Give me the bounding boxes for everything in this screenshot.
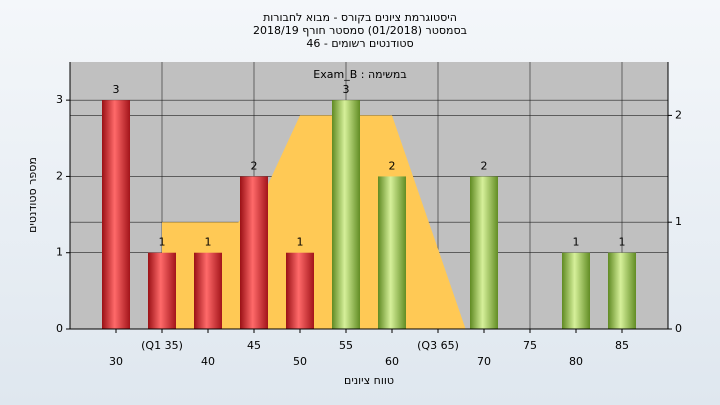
title: סטודנטים רשומים - 46: [306, 37, 413, 50]
data-label: 1: [159, 236, 166, 249]
y2-tick-label: 1: [675, 215, 682, 228]
y-tick-label: 2: [56, 169, 63, 182]
bar: [562, 252, 590, 329]
x-tick-label: (Q3 65): [417, 339, 459, 352]
annotation: במשימה : Exam_B: [313, 68, 406, 81]
bar: [240, 176, 268, 329]
title: היסטוגרמת ציונים בקורס - מבוא לחבורות: [263, 11, 457, 24]
data-label: 3: [343, 83, 350, 96]
x-tick-label: 85: [615, 339, 629, 352]
x-tick-label: 60: [385, 355, 399, 368]
x-tick-label: 30: [109, 355, 123, 368]
data-label: 3: [113, 83, 120, 96]
bar: [194, 252, 222, 329]
title: בסמסטר (01/2018) סמסטר חורף 2018/19: [253, 24, 467, 37]
x-tick-label: 45: [247, 339, 261, 352]
y-tick-label: 3: [56, 93, 63, 106]
y2-tick-label: 2: [675, 108, 682, 121]
bar: [102, 100, 130, 330]
x-tick-label: (Q1 35): [141, 339, 183, 352]
data-label: 1: [573, 236, 580, 249]
bar: [148, 252, 176, 329]
x-tick-label: 70: [477, 355, 491, 368]
x-tick-label: 50: [293, 355, 307, 368]
y-tick-label: 0: [56, 322, 63, 335]
data-label: 1: [619, 236, 626, 249]
data-label: 1: [297, 236, 304, 249]
bar: [608, 252, 636, 329]
data-label: 2: [481, 159, 488, 172]
x-tick-label: 55: [339, 339, 353, 352]
bar: [286, 252, 314, 329]
y2-tick-label: 0: [675, 322, 682, 335]
x-tick-label: 40: [201, 355, 215, 368]
bar: [378, 176, 406, 329]
data-label: 2: [251, 159, 258, 172]
y-axis-label: מספר סטודנטים: [26, 157, 39, 233]
x-tick-label: 80: [569, 355, 583, 368]
bar: [470, 176, 498, 329]
data-label: 1: [205, 236, 212, 249]
x-axis-label: טווח ציונים: [344, 374, 394, 387]
y-tick-label: 1: [56, 246, 63, 259]
bar: [332, 100, 360, 330]
x-tick-label: 75: [523, 339, 537, 352]
data-label: 2: [389, 159, 396, 172]
